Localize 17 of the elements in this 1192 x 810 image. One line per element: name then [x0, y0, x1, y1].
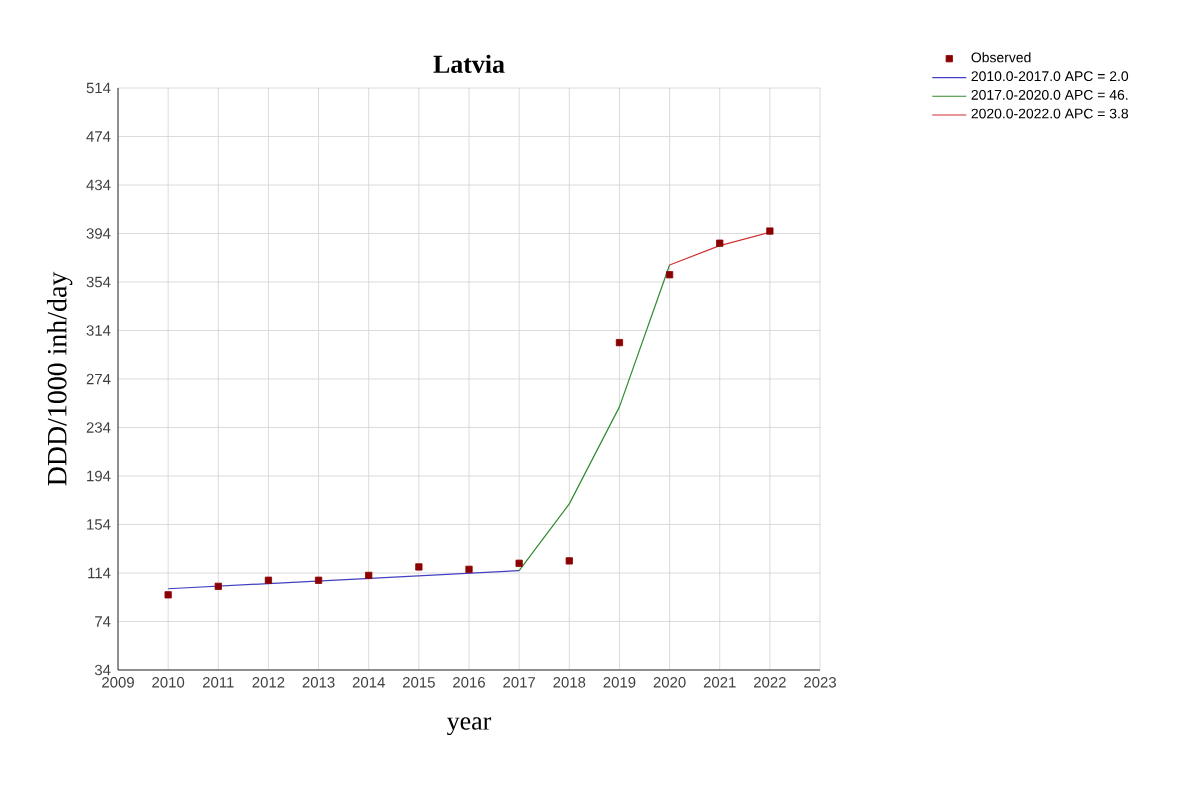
point — [766, 227, 774, 235]
point — [365, 571, 373, 580]
point — [314, 576, 323, 584]
chart-title: Latvia — [433, 54, 505, 73]
point — [515, 559, 523, 567]
point — [665, 271, 674, 279]
point — [214, 582, 222, 590]
point — [615, 339, 624, 347]
y-axis-title: DDD/1000 inh/day — [46, 271, 73, 486]
point — [716, 239, 724, 247]
point — [565, 557, 573, 565]
point — [415, 563, 423, 571]
point — [164, 591, 172, 599]
line-series — [518, 264, 671, 572]
point — [264, 576, 273, 584]
point — [465, 565, 473, 573]
x-axis-title: year — [447, 717, 492, 736]
